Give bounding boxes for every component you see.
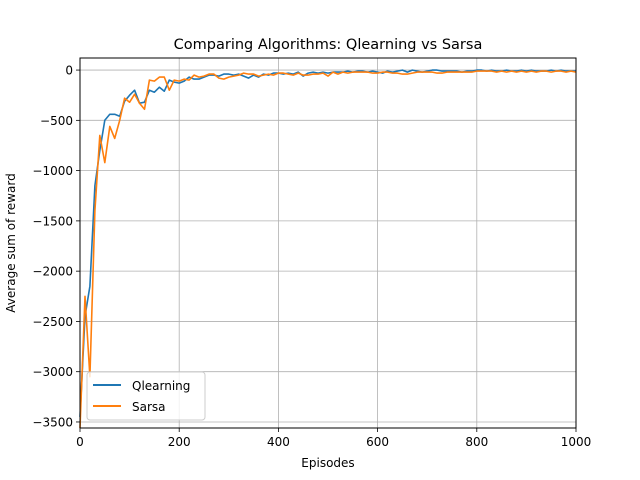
x-tick-label: 800 [465, 435, 488, 449]
y-tick-label: −3500 [32, 415, 73, 429]
legend-label-sarsa: Sarsa [132, 400, 166, 414]
plot-frame [79, 57, 577, 429]
y-tick-label: −2000 [32, 265, 73, 279]
y-tick-label: −1500 [32, 214, 73, 228]
x-axis-label: Episodes [301, 456, 354, 470]
x-tick-label: 0 [76, 435, 84, 449]
x-tick-label: 1000 [561, 435, 592, 449]
series-layer [79, 69, 577, 429]
y-tick-label: −1000 [32, 164, 73, 178]
y-tick-label: −3000 [32, 365, 73, 379]
series-line-qlearning [79, 69, 576, 417]
chart-title: Comparing Algorithms: Qlearning vs Sarsa [174, 37, 483, 53]
y-axis-label: Average sum of reward [4, 173, 18, 312]
y-axis: 0 −500 −1000 −1500 −2000 −2500 −3000 −3500 [32, 64, 80, 429]
x-tick-label: 400 [267, 435, 290, 449]
y-tick-label: −500 [40, 114, 73, 128]
x-axis: 0 200 400 600 800 1000 [76, 428, 591, 449]
legend: Qlearning Sarsa [86, 371, 206, 421]
x-tick-label: 200 [168, 435, 191, 449]
legend-label-qlearning: Qlearning [132, 379, 190, 393]
y-tick-label: 0 [65, 64, 73, 78]
y-tick-label: −2500 [32, 315, 73, 329]
series-line-sarsa [79, 70, 577, 429]
x-tick-label: 600 [366, 435, 389, 449]
grid-lines [79, 58, 577, 428]
